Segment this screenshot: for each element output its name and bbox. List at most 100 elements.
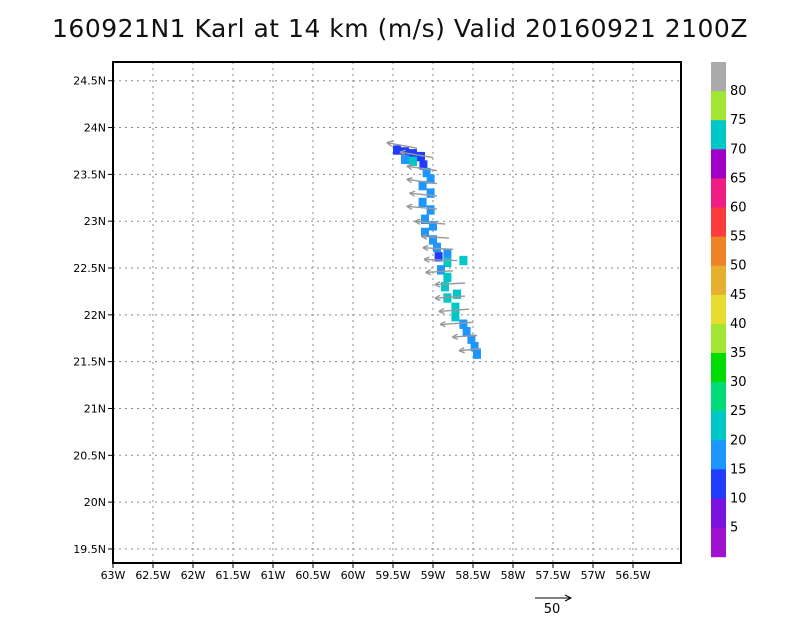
wind-cell bbox=[417, 151, 425, 162]
wind-cell bbox=[422, 167, 431, 178]
x-tick-label: 57W bbox=[581, 569, 606, 582]
wind-vector bbox=[409, 190, 438, 197]
colorbar-segment bbox=[711, 207, 726, 238]
wind-vector bbox=[438, 307, 470, 315]
wind-cell bbox=[441, 282, 449, 292]
wind-cell bbox=[421, 214, 429, 225]
wind-cell bbox=[393, 145, 401, 155]
colorbar-segment bbox=[711, 527, 726, 558]
wind-cell bbox=[470, 341, 479, 352]
wind-cell bbox=[451, 312, 460, 322]
y-tick-label: 19.5N bbox=[73, 543, 106, 556]
x-tick-label: 62.5W bbox=[135, 569, 170, 582]
x-tick-label: 61W bbox=[261, 569, 286, 582]
x-tick-label: 60W bbox=[341, 569, 366, 582]
y-tick-label: 21.5N bbox=[73, 356, 106, 369]
x-tick-label: 58.5W bbox=[455, 569, 490, 582]
wind-vector bbox=[406, 203, 438, 210]
x-tick-label: 59W bbox=[421, 569, 446, 582]
y-tick-label: 20.5N bbox=[73, 449, 106, 462]
wind-vector bbox=[451, 333, 478, 340]
wind-vector bbox=[423, 256, 458, 263]
colorbar-segment bbox=[711, 382, 726, 412]
colorbar-label: 80 bbox=[730, 84, 747, 99]
wind-cell bbox=[418, 197, 427, 208]
x-tick-label: 60.5W bbox=[295, 569, 330, 582]
colorbar-segment bbox=[711, 294, 726, 325]
wind-vector bbox=[434, 281, 466, 288]
reference-vector-head bbox=[564, 594, 573, 602]
colorbar-segment bbox=[711, 323, 726, 354]
y-tick-label: 24N bbox=[84, 122, 106, 135]
wind-cell bbox=[443, 249, 452, 259]
colorbar-label: 10 bbox=[730, 492, 747, 507]
wind-cell bbox=[453, 289, 461, 299]
grid-lines bbox=[113, 62, 681, 563]
wind-vector bbox=[425, 268, 454, 276]
wind-cell bbox=[459, 255, 468, 266]
wind-vector bbox=[399, 149, 434, 159]
wind-vector bbox=[386, 140, 418, 149]
x-tick-label: 58W bbox=[501, 569, 526, 582]
colorbar-label: 25 bbox=[730, 404, 747, 419]
x-tick-label: 63W bbox=[101, 569, 126, 582]
wind-vector bbox=[434, 294, 466, 302]
plot-frame bbox=[112, 61, 682, 564]
reference-vector: 50 bbox=[535, 594, 573, 617]
colorbar-segment bbox=[711, 469, 726, 499]
colorbar-segment bbox=[711, 498, 726, 529]
colorbar: 5 10 15 20 25 30 35 40 45 50 55 60 65 70 75 80 bbox=[711, 62, 747, 558]
wind-vector bbox=[439, 320, 474, 328]
colorbar-label: 15 bbox=[730, 462, 747, 477]
y-axis-ticks: 24.5N 24N 23.5N 23N 22.5N 22N 21.5N 21N 20.5N 20N… bbox=[73, 75, 113, 556]
wind-vector bbox=[406, 163, 438, 172]
colorbar-label: 50 bbox=[730, 259, 747, 274]
wind-cell bbox=[462, 327, 471, 337]
y-tick-label: 24.5N bbox=[73, 75, 106, 88]
x-tick-label: 62W bbox=[181, 569, 206, 582]
wind-cell bbox=[426, 205, 435, 215]
y-tick-label: 23N bbox=[84, 215, 106, 228]
colorbar-segment bbox=[711, 265, 726, 296]
wind-cell bbox=[429, 235, 437, 245]
wind-vector bbox=[422, 244, 454, 252]
wind-vector bbox=[414, 218, 446, 225]
y-tick-label: 22N bbox=[84, 309, 106, 322]
wind-cell bbox=[418, 180, 427, 191]
colorbar-label: 60 bbox=[730, 201, 747, 216]
wind-cell bbox=[409, 156, 417, 166]
wind-cell bbox=[426, 188, 435, 198]
colorbar-label: 75 bbox=[730, 113, 747, 128]
wind-cell bbox=[443, 257, 452, 268]
colorbar-segment bbox=[711, 91, 726, 121]
colorbar-label: 5 bbox=[730, 521, 738, 536]
colorbar-segment bbox=[711, 440, 726, 470]
wind-vector bbox=[421, 233, 450, 240]
colorbar-segment bbox=[711, 149, 726, 179]
colorbar-segment bbox=[711, 62, 726, 92]
wind-cell bbox=[401, 147, 409, 157]
colorbar-label: 40 bbox=[730, 317, 747, 332]
colorbar-segment bbox=[711, 178, 726, 208]
wind-cell bbox=[419, 160, 428, 170]
x-tick-label: 61.5W bbox=[215, 569, 250, 582]
wind-cell bbox=[429, 221, 437, 231]
y-tick-label: 20N bbox=[84, 496, 106, 509]
colorbar-label: 55 bbox=[730, 230, 747, 245]
reference-vector-label: 50 bbox=[544, 602, 561, 617]
colorbar-segment bbox=[711, 353, 726, 383]
y-tick-label: 22.5N bbox=[73, 262, 106, 275]
wind-vector bbox=[406, 176, 438, 185]
y-tick-label: 23.5N bbox=[73, 168, 106, 181]
wind-cell bbox=[473, 349, 481, 359]
y-tick-label: 21N bbox=[84, 402, 106, 415]
colorbar-label: 70 bbox=[730, 142, 747, 157]
chart-title: 160921N1 Karl at 14 km (m/s) Valid 20160… bbox=[52, 14, 748, 43]
wind-cell bbox=[451, 302, 460, 313]
wind-cell bbox=[426, 174, 435, 184]
x-axis-ticks: 63W 62.5W 62W 61.5W 61W 60.5W 60W 59.5W 59W 58.5W… bbox=[101, 563, 651, 582]
wind-cell bbox=[433, 242, 441, 253]
x-tick-label: 57.5W bbox=[535, 569, 570, 582]
colorbar-label: 35 bbox=[730, 346, 747, 361]
